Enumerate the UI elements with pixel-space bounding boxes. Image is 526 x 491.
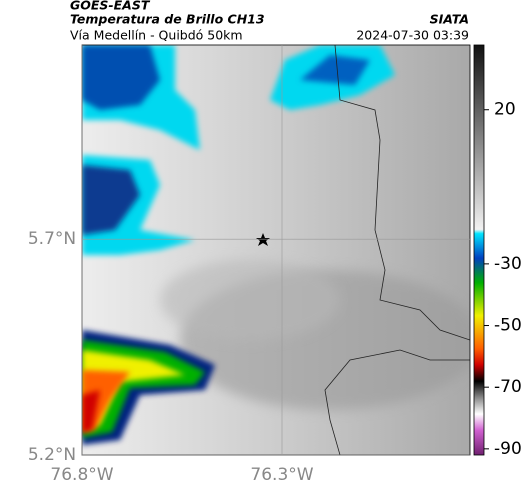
datetime: 2024-07-30 03:39 (356, 28, 469, 43)
colorbar-label: -30 (494, 254, 522, 274)
lon-label: 76.8°W (50, 465, 113, 485)
lon-label: 76.3°W (250, 465, 313, 485)
product: Temperatura de Brillo CH13 (70, 12, 265, 27)
colorbar-label: -70 (494, 377, 522, 397)
colorbar-label: 20 (494, 100, 516, 120)
source: SIATA (430, 12, 469, 27)
lat-label: 5.2°N (28, 445, 76, 465)
colorbar-label: -50 (494, 316, 522, 336)
colorbar-label: -90 (494, 439, 522, 459)
lat-label: 5.7°N (28, 229, 76, 249)
imagery (82, 45, 470, 455)
satellite: GOES-EAST (70, 0, 151, 13)
region: Vía Medellín - Quibdó 50km (70, 28, 243, 43)
